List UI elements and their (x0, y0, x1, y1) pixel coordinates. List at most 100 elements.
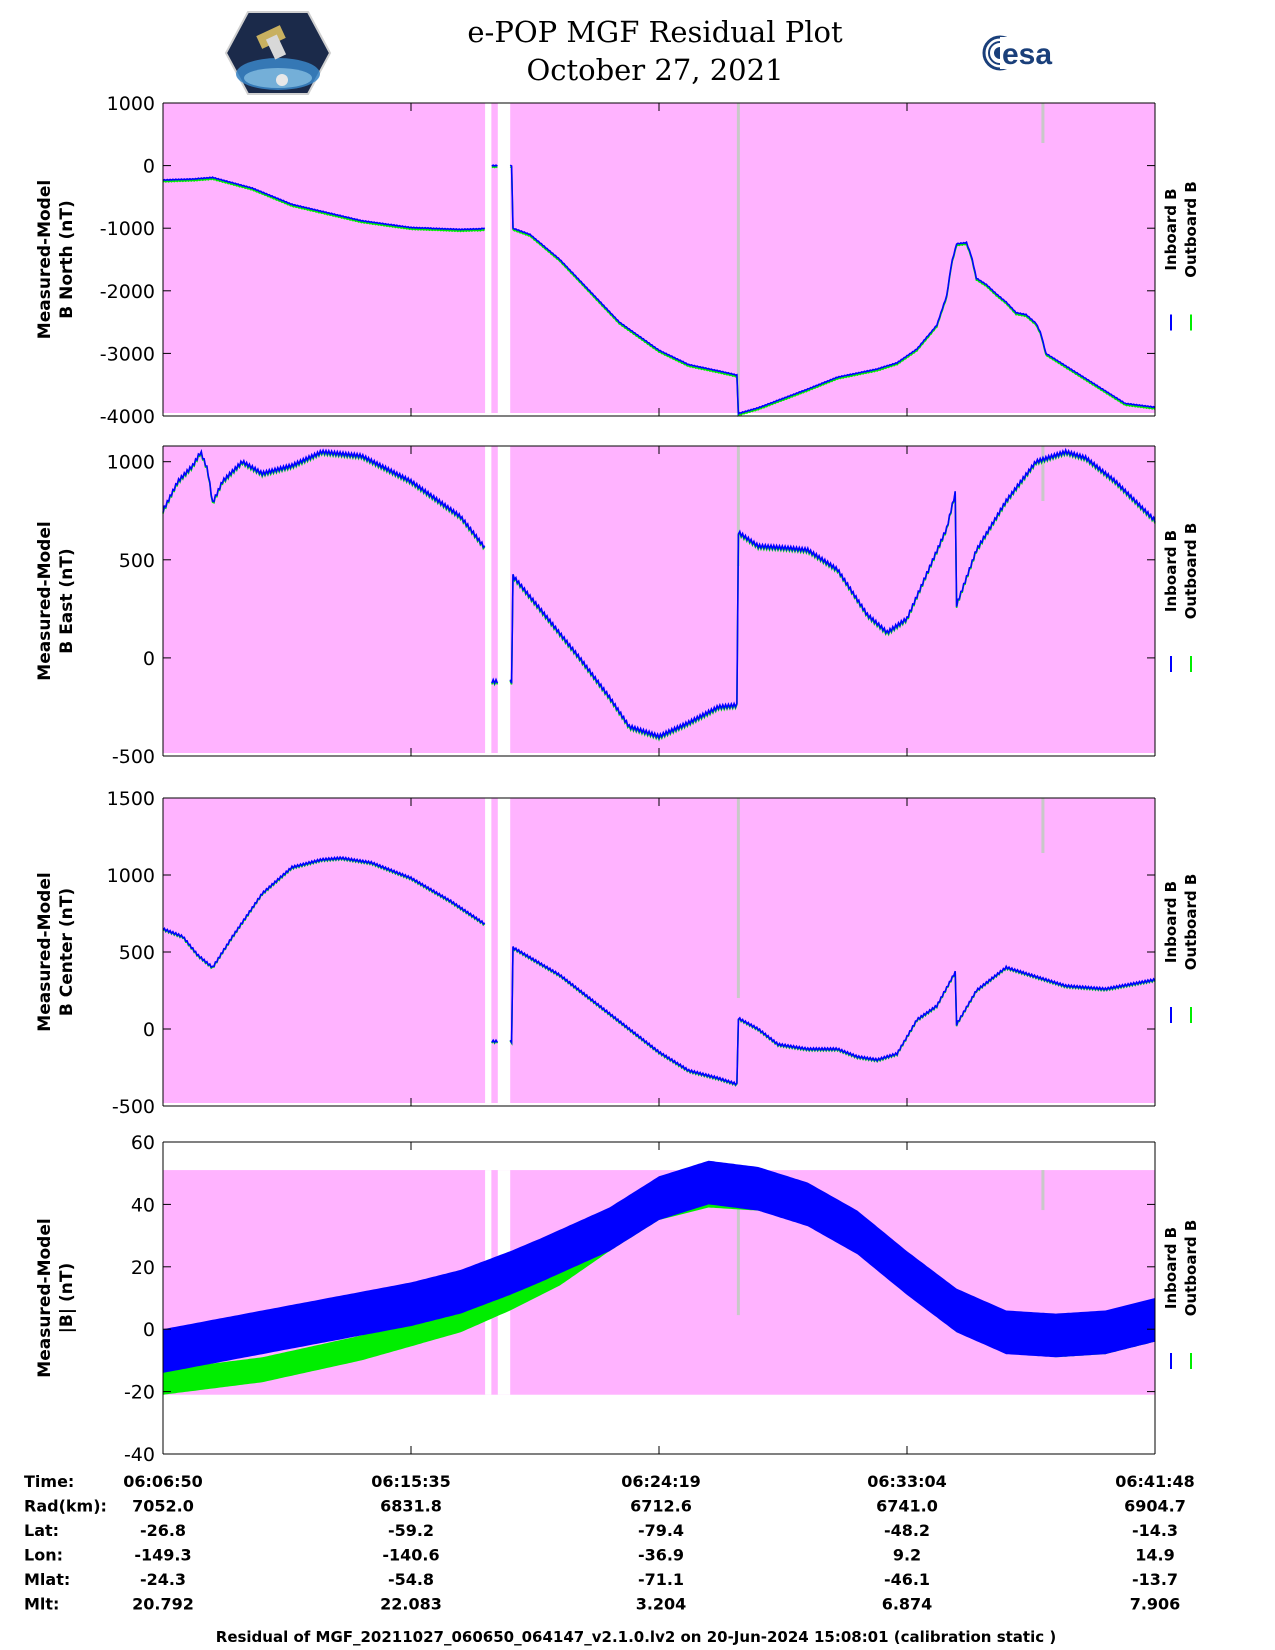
y-tick-label: -20 (124, 1382, 155, 1404)
y-tick-label: 500 (119, 942, 155, 964)
ephemeris-value: 06:41:48 (1115, 1472, 1195, 1491)
chart-title-line1: e-POP MGF Residual Plot (467, 15, 843, 49)
y-axis-label: B Center (nT) (57, 888, 77, 1016)
ephemeris-value: 3.204 (636, 1595, 687, 1614)
y-tick-label: 0 (143, 1319, 155, 1341)
y-tick-label: -4000 (100, 406, 155, 428)
ephemeris-value: 22.083 (380, 1595, 442, 1614)
y-tick-label: 0 (143, 648, 155, 670)
y-tick-label: 20 (131, 1257, 155, 1279)
ephemeris-row-label: Rad(km): (24, 1497, 107, 1516)
y-axis-label: Measured-Model (35, 180, 55, 339)
ephemeris-value: 06:06:50 (123, 1472, 203, 1491)
ephemeris-value: -48.2 (884, 1521, 930, 1540)
y-tick-label: -40 (124, 1444, 155, 1466)
series-line-inboard-b (162, 164, 1156, 416)
data-gap (485, 103, 492, 413)
panel-1: 1000 0 -1000 -2000 -3000 -4000 Measured-Model B… (35, 93, 1200, 428)
plot-background (163, 446, 1155, 753)
ephemeris-value: -79.4 (638, 1521, 684, 1540)
data-gap (485, 798, 492, 1103)
ephemeris-value: 9.2 (893, 1546, 921, 1565)
y-tick-label: -3000 (100, 343, 155, 365)
ephemeris-value: 06:33:04 (867, 1472, 947, 1491)
y-axis-label: B North (nT) (57, 200, 77, 319)
legend-label: Outboard B (1182, 1220, 1200, 1317)
series-band-inboard-b (163, 1160, 1155, 1373)
ephemeris-value: -71.1 (638, 1570, 684, 1589)
y-tick-label: -500 (112, 1096, 155, 1118)
y-tick-label: 1000 (107, 452, 155, 474)
chart-title-line2: October 27, 2021 (526, 53, 783, 87)
legend-label: Outboard B (1182, 181, 1200, 278)
y-tick-label: -2000 (100, 281, 155, 303)
y-tick-label: 1000 (107, 865, 155, 887)
data-gap (497, 446, 511, 753)
ephemeris-row-label: Mlat: (24, 1570, 70, 1589)
data-gap (485, 446, 492, 753)
esa-logo-text: esa (1002, 38, 1052, 71)
esa-logo: esa (982, 35, 1052, 71)
ephemeris-value: 06:15:35 (371, 1472, 451, 1491)
ephemeris-value: -26.8 (140, 1521, 186, 1540)
panel-2: 1000 500 0 -500 Measured-Model B East (nT) Inb… (35, 445, 1200, 768)
legend-label: Inboard B (1162, 188, 1180, 270)
panel-3: 1500 1000 500 0 -500 Measured-Model B Center (… (35, 788, 1200, 1118)
y-tick-label: -1000 (100, 218, 155, 240)
ephemeris-value: -59.2 (388, 1521, 434, 1540)
ephemeris-row-label: Mlt: (24, 1595, 59, 1614)
ephemeris-value: 6741.0 (876, 1497, 938, 1516)
ephemeris-value: 20.792 (132, 1595, 194, 1614)
y-tick-label: 0 (143, 156, 155, 178)
y-tick-label: 0 (143, 1019, 155, 1041)
ephemeris-value: -14.3 (1132, 1521, 1178, 1540)
ephemeris-value: -140.6 (382, 1546, 439, 1565)
ephemeris-table: Time: 06:06:50 06:15:35 06:24:19 06:33:04 06:… (24, 1472, 1195, 1614)
y-axis-label: Measured-Model (35, 1218, 55, 1377)
y-tick-label: 1000 (107, 93, 155, 115)
plot-background (163, 798, 1155, 1103)
ephemeris-value: -36.9 (638, 1546, 684, 1565)
ephemeris-value: 6831.8 (380, 1497, 442, 1516)
ephemeris-value: -24.3 (140, 1570, 186, 1589)
ephemeris-value: -13.7 (1132, 1570, 1178, 1589)
cassiope-logo (224, 11, 332, 95)
y-axis-label: B East (nT) (57, 548, 77, 653)
y-axis-label: Measured-Model (35, 521, 55, 680)
series-line-inboard-b (162, 855, 1156, 1087)
ephemeris-value: 14.9 (1135, 1546, 1174, 1565)
legend-label: Inboard B (1162, 881, 1180, 963)
ephemeris-row-label: Time: (24, 1472, 74, 1491)
ephemeris-row-label: Lat: (24, 1521, 59, 1540)
ephemeris-value: 7052.0 (132, 1497, 194, 1516)
ephemeris-value: -46.1 (884, 1570, 930, 1589)
legend-label: Outboard B (1182, 523, 1200, 620)
y-tick-label: 500 (119, 550, 155, 572)
ephemeris-value: 06:24:19 (621, 1472, 701, 1491)
y-tick-label: 40 (131, 1194, 155, 1216)
series-line-outboard-b (162, 165, 1156, 417)
y-axis-label: |B| (nT) (57, 1263, 77, 1334)
ephemeris-value: -54.8 (388, 1570, 434, 1589)
y-axis-label: Measured-Model (35, 872, 55, 1031)
y-tick-label: 60 (131, 1132, 155, 1154)
legend-label: Outboard B (1182, 874, 1200, 971)
y-tick-label: 1500 (107, 788, 155, 810)
ephemeris-row-label: Lon: (24, 1546, 63, 1565)
ephemeris-value: 6.874 (882, 1595, 933, 1614)
ephemeris-value: 6712.6 (630, 1497, 692, 1516)
plot-background (163, 103, 1155, 413)
ephemeris-value: -149.3 (134, 1546, 191, 1565)
panel-4: 60 40 20 0 -20 -40 Measured-Model |B| (nT) Inboa… (35, 1132, 1200, 1466)
series-band-outboard-b (163, 1182, 1155, 1395)
series-line-inboard-b (162, 447, 1156, 741)
legend-label: Inboard B (1162, 530, 1180, 612)
footer-caption: Residual of MGF_20211027_060650_064147_v… (216, 1628, 1056, 1646)
data-gap (497, 103, 511, 413)
ephemeris-value: 6904.7 (1124, 1497, 1186, 1516)
ephemeris-value: 7.906 (1130, 1595, 1181, 1614)
y-tick-label: -500 (112, 746, 155, 768)
legend-label: Inboard B (1162, 1227, 1180, 1309)
